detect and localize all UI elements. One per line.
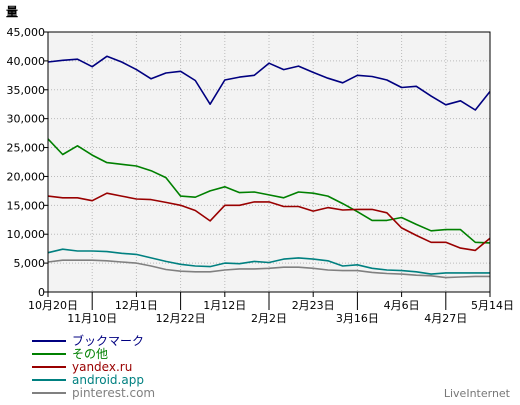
y-tick-label: 30,000 (7, 113, 46, 126)
credit-text: LiveInternet (444, 387, 511, 400)
grid-lines (48, 32, 490, 292)
y-tick-label: 20,000 (7, 170, 46, 183)
legend-label: android.app (72, 373, 144, 387)
y-tick-label: 15,000 (7, 199, 46, 212)
series-line-0 (47, 55, 491, 111)
legend-label: yandex.ru (72, 360, 132, 374)
y-axis-ticks: 0 5,000 10,000 15,000 20,000 25,000 30,000 35,0… (7, 26, 48, 299)
y-tick-label: 35,000 (7, 84, 46, 97)
x-tick-label: 5月14日 (471, 299, 514, 312)
y-tick-label: 0 (38, 286, 45, 299)
x-tick-label: 4月27日 (424, 312, 467, 325)
x-tick-label: 3月16日 (336, 312, 379, 325)
legend: ブックマークその他yandex.ruandroid.apppinterest.c… (32, 333, 155, 400)
legend-label: pinterest.com (72, 386, 155, 400)
series-line-3 (47, 248, 490, 275)
x-tick-label: 12月22日 (156, 312, 206, 325)
y-tick-label: 25,000 (7, 142, 46, 155)
x-tick-label: 2月2日 (251, 312, 287, 325)
series-line-4 (47, 259, 490, 279)
x-tick-label: 10月20日 (28, 299, 78, 312)
legend-label: その他 (72, 347, 108, 361)
y-tick-label: 40,000 (7, 55, 46, 68)
x-tick-label: 11月10日 (67, 312, 117, 325)
y-tick-label: 10,000 (7, 228, 46, 241)
legend-label: ブックマーク (72, 333, 144, 348)
x-tick-label: 2月23日 (292, 299, 335, 312)
x-tick-label: 12月1日 (115, 299, 158, 312)
x-tick-label: 1月12日 (203, 299, 246, 312)
y-tick-label: 5,000 (14, 257, 46, 270)
y-axis-label: 量 (6, 5, 18, 19)
y-tick-label: 45,000 (7, 26, 46, 39)
x-tick-label: 4月6日 (384, 299, 420, 312)
series-line-2 (47, 192, 491, 252)
series-line-1 (47, 138, 491, 244)
series-lines (47, 55, 491, 279)
